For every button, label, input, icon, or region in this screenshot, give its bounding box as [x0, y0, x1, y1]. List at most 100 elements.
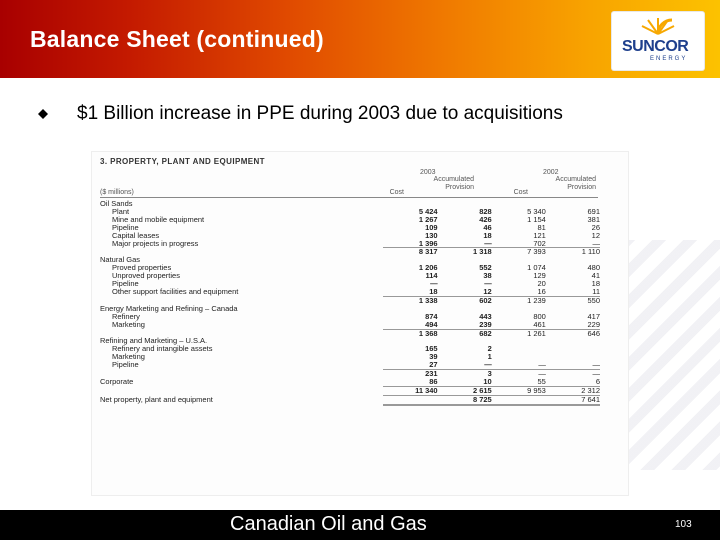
title-bar: [0, 0, 720, 78]
row-label: Marketing: [112, 352, 145, 362]
table-row: Refinery 874 443 800 417: [100, 311, 600, 321]
cell-c03: 231: [383, 369, 438, 378]
table-row: Energy Marketing and Refining – Canada: [100, 303, 600, 313]
cell-c02: 461: [533, 319, 546, 329]
row-label: [100, 386, 383, 395]
table-row: 1 338 602 1 239 550: [100, 295, 600, 305]
cell-a02: 26: [591, 222, 600, 232]
suncor-logo: SUNCOR ENERGY: [612, 12, 704, 70]
cell-a02: 18: [591, 279, 600, 289]
row-label: Corporate: [100, 377, 134, 387]
year-2003-label: 2003: [420, 169, 436, 176]
cell-a03: 12: [483, 286, 492, 296]
cell-c03: 5 424: [418, 206, 438, 216]
accum-2003-header: Accumulated Provision: [433, 176, 474, 191]
cell-c02: 5 340: [527, 206, 546, 216]
cell-a03: 3: [437, 369, 492, 378]
year-2002-label: 2002: [543, 169, 559, 176]
cell-a02: 12: [591, 230, 600, 240]
cell-a02: 417: [587, 311, 600, 321]
row-label: Proved properties: [112, 263, 172, 273]
header-rule: [100, 197, 598, 198]
cell-a03: 426: [479, 214, 492, 224]
cell-a02: 691: [587, 206, 600, 216]
cell-a02: 6: [595, 376, 600, 386]
cell-c02: 1 154: [527, 214, 546, 224]
cell-c03: 39: [429, 352, 438, 362]
cell-a02: [546, 337, 600, 345]
accum-2002-header: Accumulated Provision: [555, 176, 596, 191]
cell-c03: 1 267: [418, 214, 438, 224]
cell-c02: 702: [533, 238, 546, 248]
cell-c03: 11 340: [383, 385, 438, 396]
cell-a03: 239: [479, 319, 492, 329]
row-label: Oil Sands: [100, 199, 133, 208]
table-row: 11 340 2 615 9 953 2 312: [100, 385, 600, 396]
footer-text: Canadian Oil and Gas: [230, 513, 427, 535]
row-label: [100, 248, 383, 256]
row-label: Energy Marketing and Refining – Canada: [100, 303, 238, 313]
cell-c03: 494: [425, 319, 438, 329]
table-row: Refining and Marketing – U.S.A.: [100, 337, 600, 345]
cell-c02: 129: [533, 271, 546, 281]
cell-c02: 1 239: [491, 295, 546, 305]
cell-c02: 9 953: [491, 385, 546, 396]
cell-c02: [492, 337, 546, 345]
table-row: Oil Sands: [100, 200, 600, 208]
ppe-table-image: [92, 152, 628, 495]
cell-c03: 114: [425, 271, 438, 281]
cell-a02: 381: [587, 214, 600, 224]
cost-2002-header: Cost: [513, 189, 528, 196]
table-row: Net property, plant and equipment 8 725 7 …: [100, 394, 600, 406]
ppe-table-title: 3. PROPERTY, PLANT AND EQUIPMENT: [100, 157, 265, 166]
cell-a03: 443: [479, 311, 492, 321]
table-row: Natural Gas: [100, 256, 600, 264]
cell-a03: [438, 337, 492, 345]
cell-a03: 2 615: [437, 385, 492, 396]
cell-c03: 1 338: [383, 295, 438, 305]
row-label: Net property, plant and equipment: [100, 395, 213, 404]
cell-c03: 18: [429, 286, 438, 296]
sun-logo-icon: [641, 18, 675, 35]
cell-a03: —: [484, 279, 492, 289]
cell-c02: 55: [537, 376, 546, 386]
table-row: Pipeline 27 — — —: [100, 360, 600, 370]
logo-wordmark: SUNCOR: [622, 38, 689, 55]
table-row: Pipeline 109 46 81 26: [100, 222, 600, 232]
cell-a03: 828: [479, 206, 492, 216]
table-row: Mine and mobile equipment 1 267 426 1 154 38…: [100, 214, 600, 224]
cell-a02: 2 312: [545, 385, 600, 396]
cell-c03: [383, 394, 438, 406]
table-row: Other support facilities and equipment 18…: [100, 286, 600, 297]
row-label: Other support facilities and equipment: [112, 287, 239, 297]
cell-c02: 121: [533, 230, 546, 240]
cell-c02: [492, 345, 546, 353]
cell-c03: 1 396: [418, 238, 438, 248]
cell-a03: —: [484, 238, 492, 248]
cell-c02: 1 074: [527, 263, 546, 273]
row-label: Plant: [112, 206, 130, 216]
ppe-table: Oil Sands Plant 5 424 828 5 340 691 Mine and m…: [100, 200, 600, 406]
row-label: Mine and mobile equipment: [112, 214, 205, 224]
row-label: Pipeline: [112, 360, 139, 370]
cell-c02: 800: [533, 311, 546, 321]
logo-subtext: ENERGY: [650, 56, 688, 62]
cell-a03: 1 318: [437, 247, 492, 257]
footer-bar: [0, 510, 720, 540]
cell-c02: [491, 394, 546, 406]
cost-2003-header: Cost: [389, 189, 404, 196]
cell-a02: —: [592, 238, 601, 248]
table-row: Marketing 494 239 461 229: [100, 319, 600, 329]
cell-a03: 602: [437, 295, 492, 305]
row-label: [100, 370, 383, 378]
cell-a03: 10: [483, 376, 492, 386]
table-row: Plant 5 424 828 5 340 691: [100, 208, 600, 216]
cell-a02: 480: [587, 263, 600, 273]
bullet-point-text: $1 Billion increase in PPE during 2003 d…: [77, 103, 563, 124]
row-label: Refining and Marketing – U.S.A.: [100, 336, 208, 346]
row-label: Pipeline: [112, 222, 139, 232]
cell-a03: 18: [483, 230, 492, 240]
cell-a03: 2: [487, 344, 492, 354]
cell-a03: 1: [487, 352, 492, 362]
cell-a02: 646: [545, 328, 600, 338]
